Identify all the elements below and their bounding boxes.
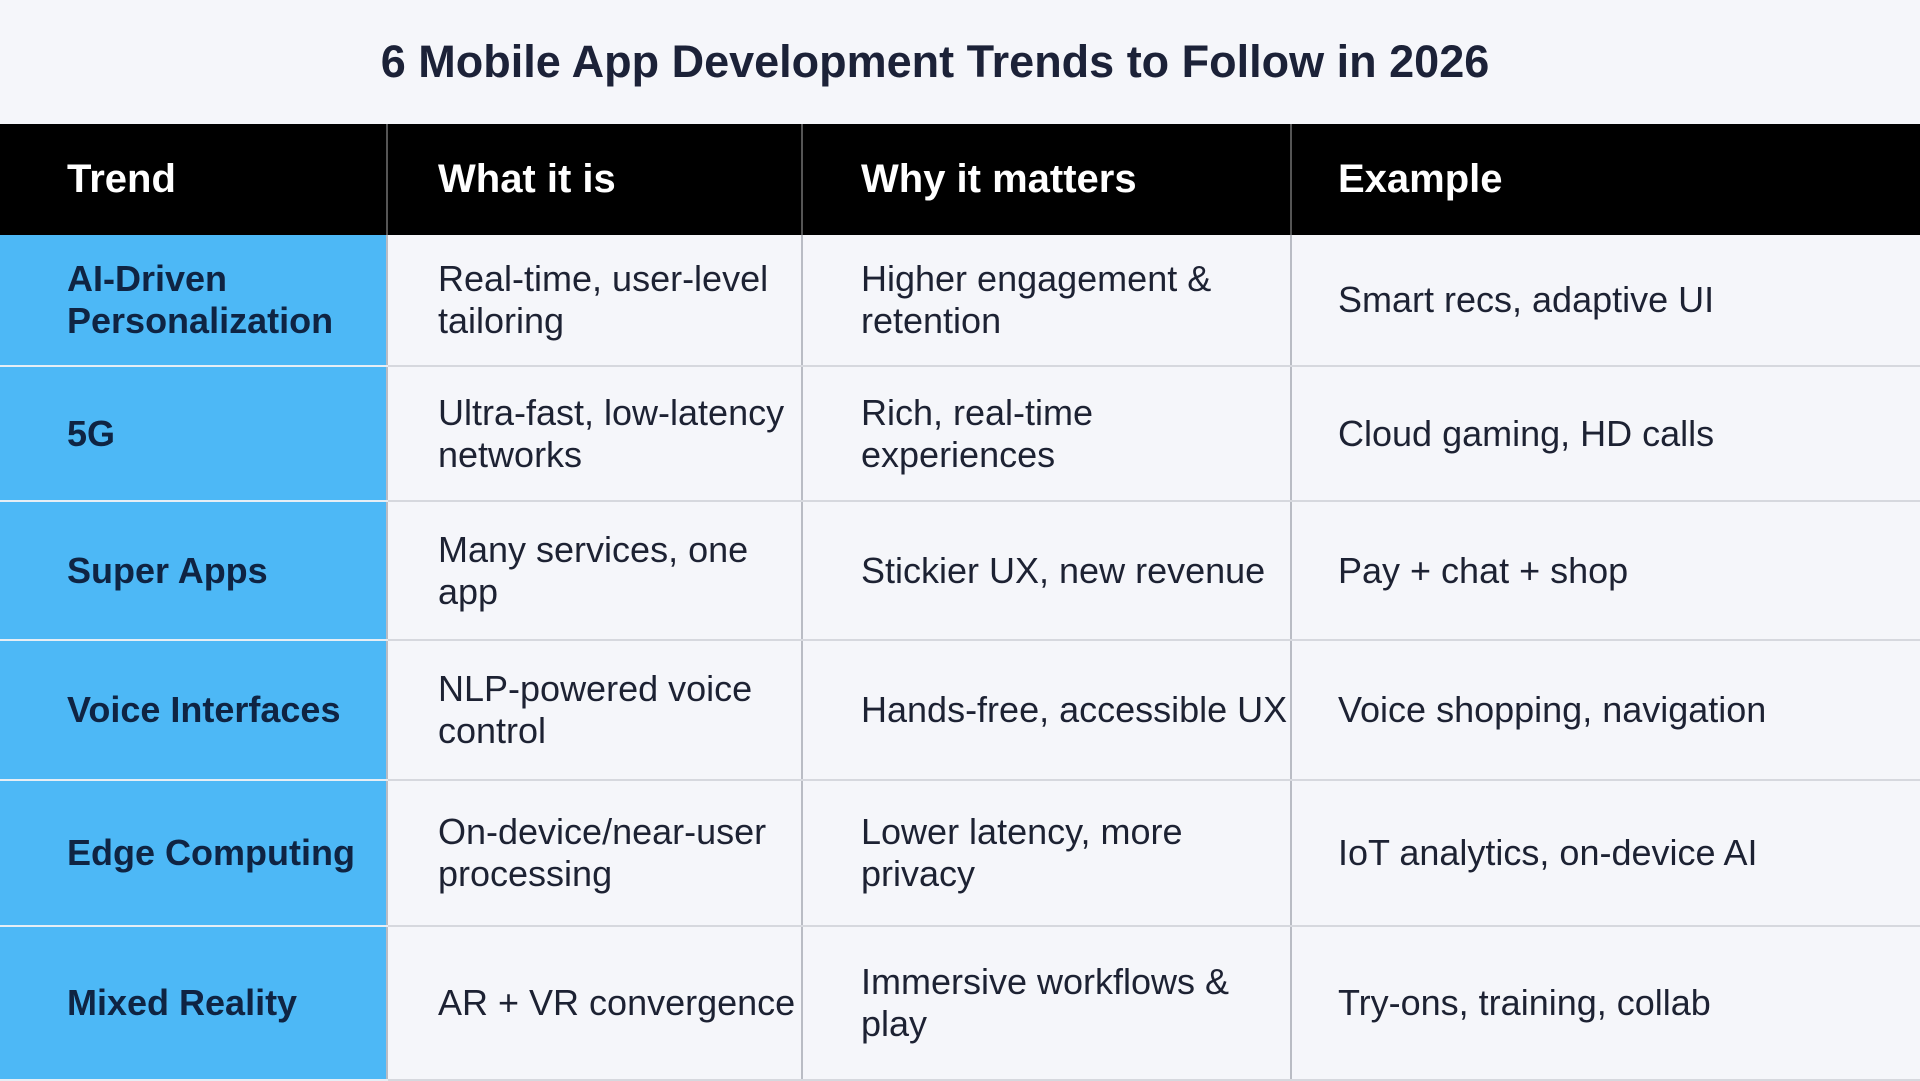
trend-cell: Edge Computing (0, 780, 387, 927)
trend-cell: Super Apps (0, 501, 387, 641)
why-cell: Immersive workflows & play (801, 926, 1291, 1081)
table-row: Super Apps Many services, one app Stickier… (0, 501, 1920, 641)
why-cell: Stickier UX, new revenue (801, 501, 1291, 641)
header-why: Why it matters (801, 124, 1291, 235)
trend-cell: Voice Interfaces (0, 640, 387, 781)
table-row: AI-Driven Personalization Real-time, user… (0, 235, 1920, 367)
what-cell: Real-time, user-level tailoring (386, 235, 802, 367)
trend-cell: AI-Driven Personalization (0, 235, 387, 367)
header-what: What it is (386, 124, 802, 235)
what-cell: AR + VR convergence (386, 926, 802, 1081)
example-cell: Voice shopping, navigation (1290, 640, 1920, 781)
table-row: Voice Interfaces NLP-powered voice contro… (0, 640, 1920, 781)
what-cell: Many services, one app (386, 501, 802, 641)
trend-cell: 5G (0, 366, 387, 502)
what-cell: On-device/near-user processing (386, 780, 802, 927)
example-cell: Smart recs, adaptive UI (1290, 235, 1920, 367)
table-header-row: Trend What it is Why it matters Example (0, 124, 1920, 235)
example-cell: Cloud gaming, HD calls (1290, 366, 1920, 502)
example-cell: Pay + chat + shop (1290, 501, 1920, 641)
table-row: Mixed Reality AR + VR convergence Immersiv… (0, 926, 1920, 1081)
example-cell: IoT analytics, on-device AI (1290, 780, 1920, 927)
table-row: Edge Computing On-device/near-user proces… (0, 780, 1920, 927)
table-row: 5G Ultra-fast, low-latency networks Rich, … (0, 366, 1920, 502)
header-trend: Trend (0, 124, 387, 235)
why-cell: Rich, real-time experiences (801, 366, 1291, 502)
what-cell: Ultra-fast, low-latency networks (386, 366, 802, 502)
trends-table: Trend What it is Why it matters Example … (0, 124, 1920, 1081)
why-cell: Higher engagement & retention (801, 235, 1291, 367)
header-example: Example (1290, 124, 1920, 235)
example-cell: Try-ons, training, collab (1290, 926, 1920, 1081)
trend-cell: Mixed Reality (0, 926, 387, 1081)
why-cell: Hands-free, accessible UX (801, 640, 1291, 781)
what-cell: NLP-powered voice control (386, 640, 802, 781)
why-cell: Lower latency, more privacy (801, 780, 1291, 927)
page-title: 6 Mobile App Development Trends to Follo… (380, 36, 1490, 87)
